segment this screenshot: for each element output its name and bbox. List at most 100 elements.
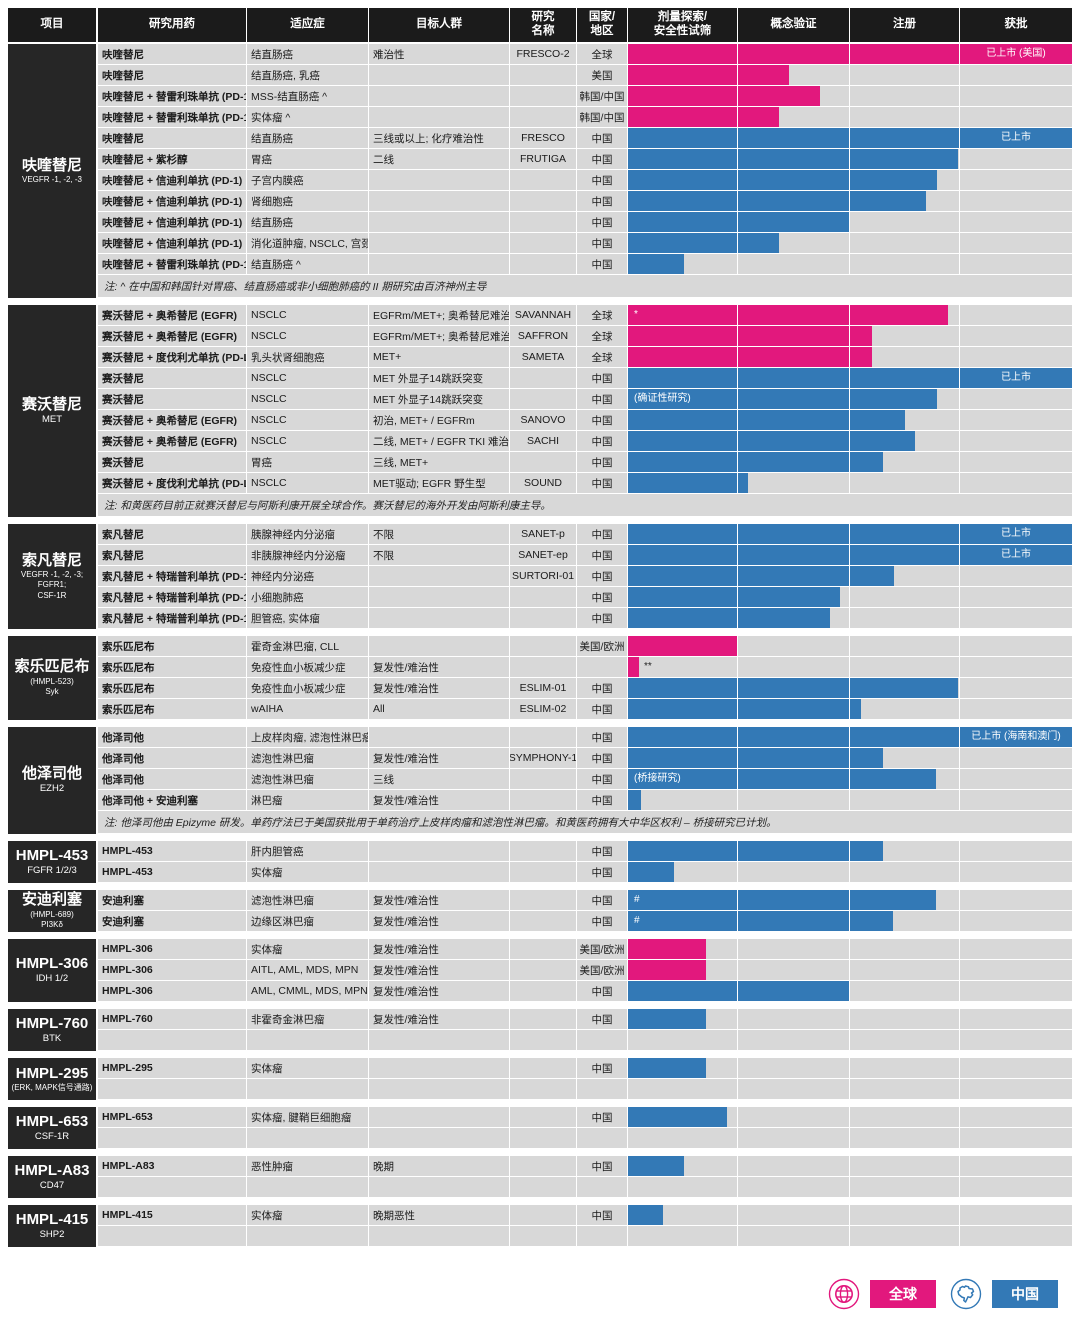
pipeline-row: 他泽司他 滤泡性淋巴瘤 三线 中国 (桥接研究) — [98, 769, 1072, 789]
bar-label: 已上市 (美国) — [986, 48, 1046, 59]
pop-cell: EGFRm/MET+; 奥希替尼难治性 — [369, 305, 509, 325]
drug-cell: 赛沃替尼 + 奥希替尼 (EGFR) — [98, 431, 246, 451]
pipeline-row: HMPL-653 实体瘤, 腱鞘巨细胞瘤 中国 — [98, 1107, 1072, 1127]
ind-cell: AML, CMML, MDS, MPN — [247, 981, 368, 1001]
pipeline-row: 赛沃替尼 NSCLC MET 外显子14跳跃突变 中国 (确证性研究) — [98, 389, 1072, 409]
pipeline-groups: 呋喹替尼 VEGFR -1, -2, -3 呋喹替尼 结直肠癌 难治性 FRESCO-2 全… — [8, 44, 1072, 1247]
pop-cell: 复发性/难治性 — [369, 911, 509, 931]
drug-cell: HMPL-453 — [98, 841, 246, 861]
study-cell: SANET-ep — [510, 545, 576, 565]
pipeline-row: 索乐匹尼布 免疫性血小板减少症 复发性/难治性 ** — [98, 657, 1072, 677]
ind-cell: 消化道肿瘤, NSCLC, 宫颈癌 — [247, 233, 368, 253]
region-cell: 中国 — [577, 748, 627, 768]
table-header: 项目 研究用药 适应症 目标人群 研究 名称 国家/ 地区 剂量探索/ 安全性试… — [8, 8, 1072, 42]
pop-cell: 三线, MET+ — [369, 452, 509, 472]
study-cell — [510, 65, 576, 85]
drug-cell: 呋喹替尼 + 替雷利珠单抗 (PD-1) — [98, 107, 246, 127]
region-cell: 中国 — [577, 841, 627, 861]
phase-track: ** — [628, 657, 1072, 677]
project-label: HMPL-306 IDH 1/2 — [8, 939, 96, 1002]
group-rows: 索乐匹尼布 霍奇金淋巴瘤, CLL 美国/欧洲 索乐匹尼布 免疫性血小板减少症 复发性/难… — [98, 636, 1072, 720]
header-cell-project: 项目 — [8, 8, 96, 42]
drug-cell: 呋喹替尼 + 替雷利珠单抗 (PD-1) — [98, 254, 246, 274]
phase-track: * — [628, 305, 1072, 325]
project-group-savolitinib: 赛沃替尼 MET 赛沃替尼 + 奥希替尼 (EGFR) NSCLC EGFRm/MET+… — [8, 305, 1072, 517]
study-cell — [510, 1030, 576, 1050]
ind-cell: 神经内分泌癌 — [247, 566, 368, 586]
progress-bar — [628, 326, 872, 346]
progress-bar — [628, 107, 779, 127]
phase-track — [628, 347, 1072, 367]
drug-cell: 呋喹替尼 + 信迪利单抗 (PD-1) — [98, 212, 246, 232]
region-cell: 中国 — [577, 128, 627, 148]
phase-track — [628, 748, 1072, 768]
pipeline-row: 呋喹替尼 + 信迪利单抗 (PD-1) 肾细胞癌 中国 — [98, 191, 1072, 211]
group-note: 注: 他泽司他由 Epizyme 研发。单药疗法已于美国获批用于单药治疗上皮样肉… — [98, 811, 1072, 833]
project-target: (HMPL-523) Syk — [30, 676, 74, 697]
pop-cell: All — [369, 699, 509, 719]
project-target: SHP2 — [39, 1228, 65, 1240]
pipeline-row: 呋喹替尼 + 替雷利珠单抗 (PD-1) 结直肠癌 ^ 中国 — [98, 254, 1072, 274]
region-cell: 中国 — [577, 1205, 627, 1225]
pipeline-row: 呋喹替尼 结直肠癌 难治性 FRESCO-2 全球 已上市 (美国) — [98, 44, 1072, 64]
drug-cell: 他泽司他 — [98, 769, 246, 789]
region-cell: 中国 — [577, 1009, 627, 1029]
pipeline-row: 赛沃替尼 + 奥希替尼 (EGFR) NSCLC 初治, MET+ / EGFRm S… — [98, 410, 1072, 430]
pop-cell — [369, 587, 509, 607]
pipeline-row: 安迪利塞 边缘区淋巴瘤 复发性/难治性 中国 # — [98, 911, 1072, 931]
phase-track — [628, 431, 1072, 451]
ind-cell: 恶性肿瘤 — [247, 1156, 368, 1176]
pipeline-row: 索乐匹尼布 免疫性血小板减少症 复发性/难治性 ESLIM-01 中国 — [98, 678, 1072, 698]
pipeline-row: HMPL-306 AML, CMML, MDS, MPN 复发性/难治性 中国 — [98, 981, 1072, 1001]
project-group-amdizalisib: 安迪利塞 (HMPL-689) PI3Kδ 安迪利塞 滤泡性淋巴瘤 复发性/难治性 中国 #… — [8, 890, 1072, 932]
drug-cell: 索乐匹尼布 — [98, 699, 246, 719]
region-cell: 全球 — [577, 347, 627, 367]
progress-bar — [628, 657, 639, 677]
group-rows: HMPL-A83 恶性肿瘤 晚期 中国 — [98, 1156, 1072, 1198]
pop-cell — [369, 212, 509, 232]
phase-track: (桥接研究) — [628, 769, 1072, 789]
drug-cell: 呋喹替尼 — [98, 128, 246, 148]
project-group-surufatinib: 索凡替尼 VEGFR -1, -2, -3; FGFR1; CSF-1R 索凡替尼胰… — [8, 524, 1072, 629]
region-cell: 美国/欧洲 — [577, 960, 627, 980]
pop-cell: 二线, MET+ / EGFR TKI 难治性 — [369, 431, 509, 451]
drug-cell: HMPL-306 — [98, 960, 246, 980]
ind-cell — [247, 1128, 368, 1148]
region-cell: 中国 — [577, 890, 627, 910]
bar-label: 已上市 — [1001, 372, 1031, 383]
drug-cell: HMPL-653 — [98, 1107, 246, 1127]
pop-cell — [369, 1030, 509, 1050]
study-cell — [510, 107, 576, 127]
pipeline-row: HMPL-306 AITL, AML, MDS, MPN 复发性/难治性 美国/欧洲 — [98, 960, 1072, 980]
phase-track — [628, 473, 1072, 493]
pop-cell: 复发性/难治性 — [369, 939, 509, 959]
study-cell — [510, 939, 576, 959]
region-cell: 中国 — [577, 170, 627, 190]
group-rows: HMPL-453 肝内胆管癌 中国 HMPL-453 实体瘤 中国 — [98, 841, 1072, 883]
pipeline-row: 呋喹替尼 + 替雷利珠单抗 (PD-1) MSS-结直肠癌 ^ 韩国/中国 — [98, 86, 1072, 106]
bar-label: 已上市 — [1001, 549, 1031, 560]
bar-label: # — [634, 915, 640, 926]
study-cell — [510, 1058, 576, 1078]
pipeline-row: 索乐匹尼布 霍奇金淋巴瘤, CLL 美国/欧洲 — [98, 636, 1072, 656]
drug-cell: 呋喹替尼 + 信迪利单抗 (PD-1) — [98, 170, 246, 190]
legend-box-global: 全球 — [870, 1280, 936, 1308]
study-cell: SAFFRON — [510, 326, 576, 346]
ind-cell: 实体瘤 — [247, 1058, 368, 1078]
phase-track — [628, 107, 1072, 127]
bar-label: * — [634, 309, 638, 320]
region-cell: 中国 — [577, 233, 627, 253]
phase-track — [628, 566, 1072, 586]
ind-cell: 滤泡性淋巴瘤 — [247, 769, 368, 789]
bar-label: (确证性研究) — [634, 393, 691, 404]
pop-cell: 难治性 — [369, 44, 509, 64]
pop-cell: 三线或以上; 化疗难治性 — [369, 128, 509, 148]
study-cell — [510, 890, 576, 910]
drug-cell: 赛沃替尼 + 奥希替尼 (EGFR) — [98, 305, 246, 325]
project-name: 索乐匹尼布 — [14, 658, 90, 676]
project-name: 赛沃替尼 — [21, 395, 82, 413]
study-cell — [510, 254, 576, 274]
phase-track — [628, 212, 1072, 232]
drug-cell: 索凡替尼 + 特瑞普利单抗 (PD-1) — [98, 566, 246, 586]
ind-cell: 结直肠癌 ^ — [247, 254, 368, 274]
